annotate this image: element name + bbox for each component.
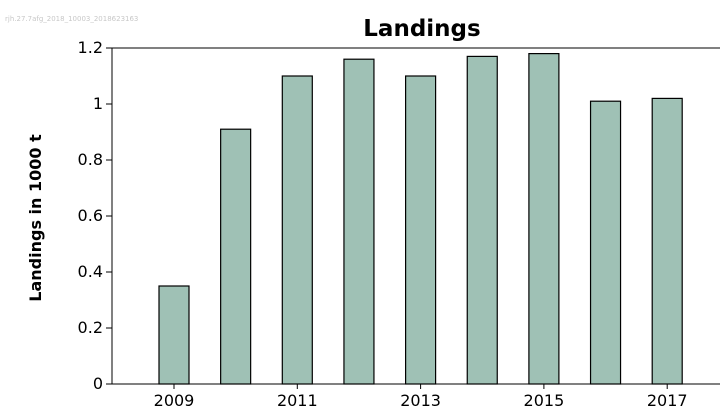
y-axis-ticks: 0 0.2 0.4 0.6 0.8 1 1.2: [78, 38, 112, 393]
y-tick-label: 1.2: [78, 38, 103, 57]
chart-title: Landings: [363, 16, 480, 42]
y-tick-label: 0.8: [78, 150, 103, 169]
bar-2011: [281, 75, 313, 385]
x-axis-ticks: 2009 2011 2013 2015 2017: [154, 384, 688, 410]
bar-2017: [651, 97, 683, 385]
y-tick-label: 0.2: [78, 318, 103, 337]
y-axis-label: Landings in 1000 t: [26, 134, 45, 302]
x-tick-label: 2013: [400, 391, 441, 410]
bar-2013: [405, 75, 437, 385]
x-tick-label: 2011: [277, 391, 318, 410]
y-tick-label: 0.6: [78, 206, 103, 225]
x-tick-label: 2015: [524, 391, 565, 410]
bar-2010: [220, 128, 252, 385]
bar-2016: [589, 100, 622, 385]
bar-2009: [158, 285, 190, 385]
bar-series: [158, 52, 683, 385]
bar-2012: [343, 58, 375, 385]
y-tick-label: 0.4: [78, 262, 103, 281]
chart-watermark: rjh.27.7afg_2018_10003_2018623163: [5, 15, 138, 23]
bar-2014: [466, 55, 498, 385]
bar-2015: [528, 52, 560, 385]
x-tick-label: 2017: [647, 391, 688, 410]
x-tick-label: 2009: [154, 391, 195, 410]
y-tick-label: 0: [93, 374, 103, 393]
y-tick-label: 1: [93, 94, 103, 113]
